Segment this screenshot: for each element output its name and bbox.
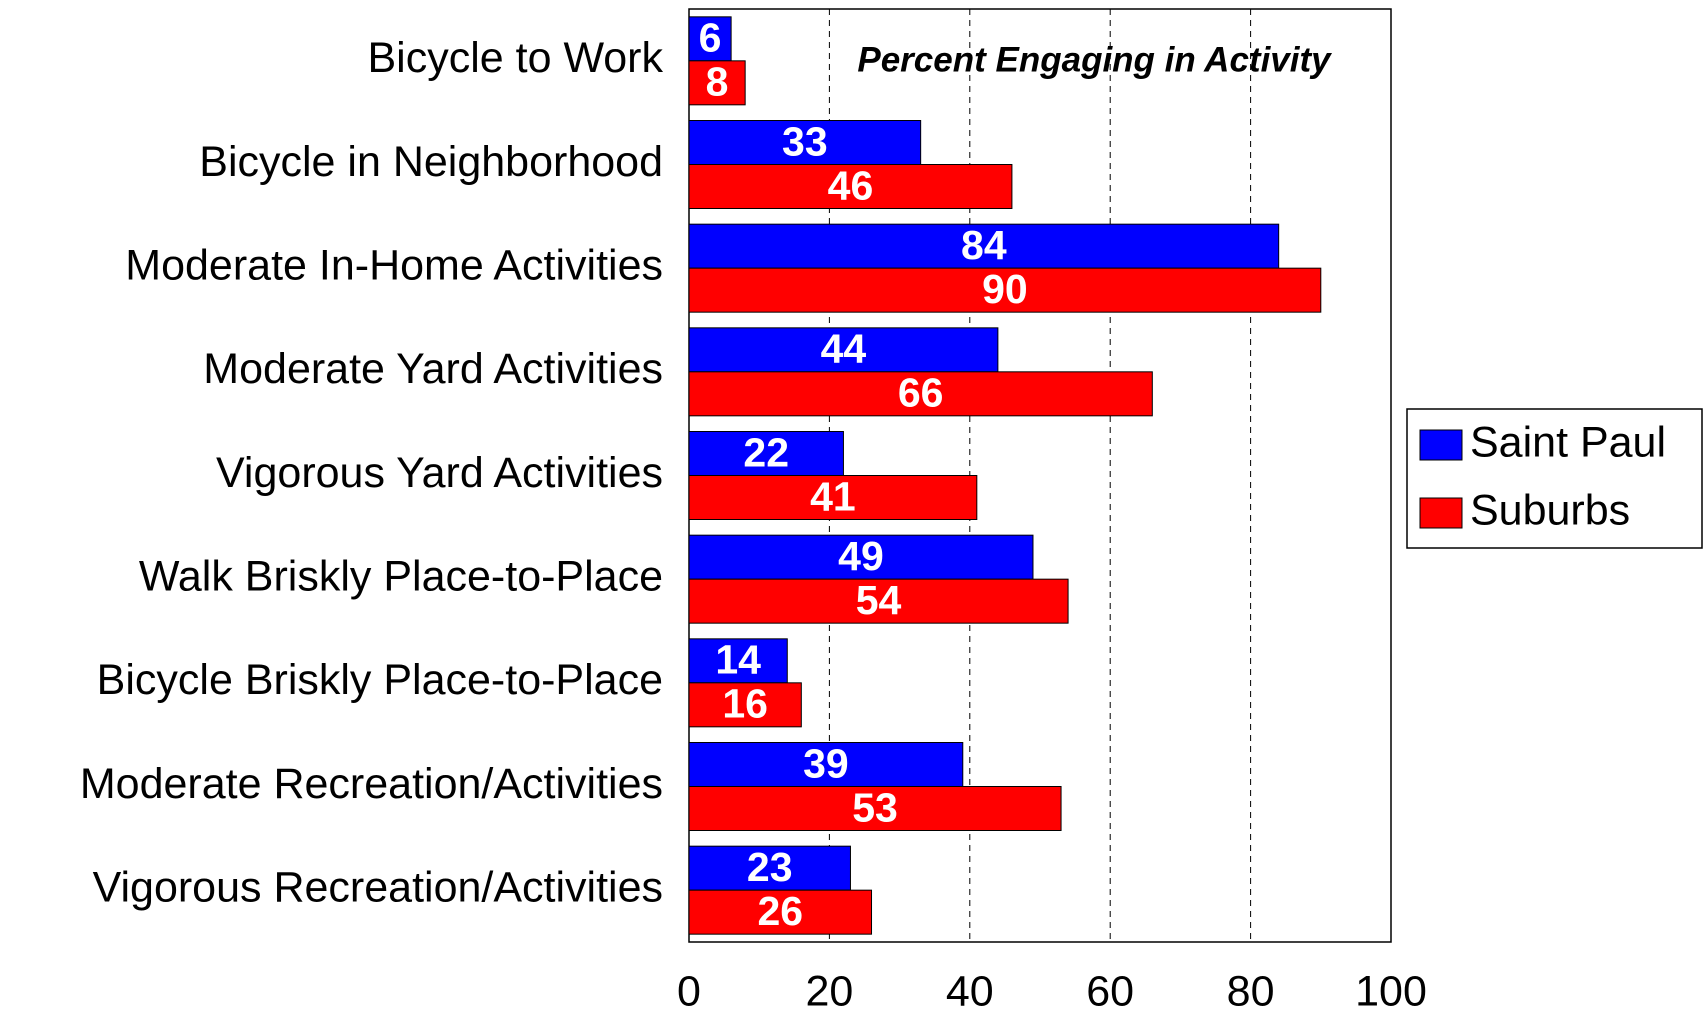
data-label: 6 [699, 15, 722, 61]
y-tick-label: Bicycle in Neighborhood [199, 138, 663, 186]
x-tick-label: 40 [946, 967, 994, 1013]
legend-swatch [1419, 497, 1463, 529]
data-label: 22 [743, 429, 789, 475]
x-tick-label: 100 [1355, 967, 1427, 1013]
data-label: 46 [828, 162, 874, 208]
data-label: 54 [856, 577, 902, 623]
x-tick-label: 0 [677, 967, 701, 1013]
data-label: 53 [852, 784, 898, 830]
y-tick-label: Vigorous Yard Activities [216, 449, 663, 497]
y-tick-label: Bicycle Briskly Place-to-Place [97, 656, 663, 704]
legend-label: Suburbs [1470, 486, 1630, 534]
bar [688, 475, 978, 520]
data-label: 33 [782, 118, 828, 164]
bar [688, 120, 922, 165]
data-label: 16 [722, 681, 768, 727]
bar [688, 327, 999, 373]
data-label: 23 [747, 844, 793, 890]
x-tick-label: 60 [1086, 967, 1134, 1013]
bar [688, 431, 844, 476]
data-label: 41 [810, 473, 856, 519]
data-label: 66 [898, 370, 944, 416]
data-label: 84 [961, 222, 1007, 268]
y-tick-label: Moderate Yard Activities [203, 345, 663, 393]
bar [688, 223, 1280, 269]
annotation: Percent Engaging in Activity [857, 40, 1332, 79]
bar [688, 164, 1013, 209]
y-tick-label: Moderate Recreation/Activities [80, 760, 663, 808]
legend-label: Saint Paul [1470, 418, 1666, 466]
x-tick-label: 20 [805, 967, 853, 1013]
bar [688, 638, 788, 684]
data-label: 39 [803, 740, 849, 786]
bar [688, 371, 1153, 417]
bar [688, 534, 1034, 580]
bar [688, 682, 802, 728]
y-tick-label: Moderate In-Home Activities [125, 242, 663, 290]
legend-swatch [1419, 429, 1463, 461]
y-tick-label: Bicycle to Work [368, 34, 664, 82]
data-label: 44 [821, 326, 867, 372]
bar [688, 845, 851, 891]
y-tick-label: Vigorous Recreation/Activities [93, 864, 663, 912]
data-label: 49 [838, 533, 884, 579]
y-tick-label: Walk Briskly Place-to-Place [139, 553, 663, 601]
bar [688, 578, 1069, 624]
data-label: 90 [982, 266, 1028, 312]
data-label: 14 [715, 637, 761, 683]
bar [688, 60, 746, 106]
bar [688, 267, 1322, 313]
data-label: 8 [706, 59, 729, 105]
bar [688, 786, 1062, 831]
x-tick-label: 80 [1227, 967, 1275, 1013]
data-label: 26 [757, 888, 803, 934]
bar [688, 889, 873, 935]
